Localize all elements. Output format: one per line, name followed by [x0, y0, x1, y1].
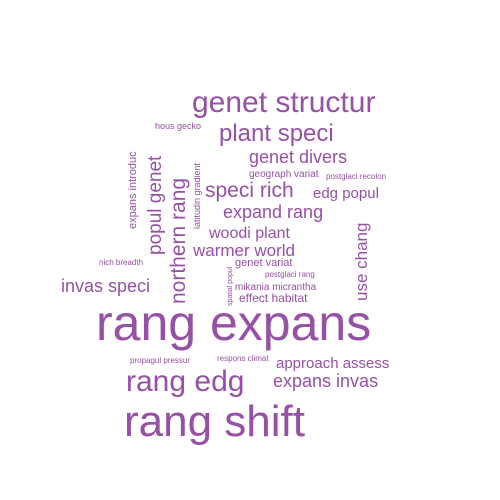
- word-edg-popul: edg popul: [313, 185, 379, 202]
- word-invas-speci: invas speci: [61, 276, 151, 296]
- word-genet-divers: genet divers: [249, 147, 348, 167]
- word-postglaci-recolon: postglaci recolon: [326, 172, 387, 181]
- word-woodi-plant: woodi plant: [209, 225, 290, 242]
- word-geograph-variat: geograph variat: [249, 169, 319, 180]
- word-genet-variat: genet variat: [235, 257, 293, 269]
- word-respons-climat: respons climat: [217, 354, 269, 363]
- word-expand-rang: expand rang: [223, 202, 324, 222]
- word-spatial-popul: spatial popul: [227, 266, 234, 306]
- word-use-chang: use chang: [352, 222, 371, 301]
- word-rang-expans: rang expans: [96, 295, 372, 351]
- word-rang-edg: rang edg: [126, 365, 245, 398]
- word-warmer-world: warmer world: [193, 241, 296, 260]
- word-mikania-micrantha: mikania micrantha: [235, 282, 317, 293]
- word-expans-invas: expans invas: [273, 371, 379, 391]
- word-plant-speci: plant speci: [219, 120, 334, 147]
- word-nich-breadth: nich breadth: [99, 258, 144, 267]
- word-latitudin-gradient: latitudin gradient: [192, 162, 202, 229]
- word-hous-gecko: hous gecko: [155, 121, 202, 131]
- word-propagul-pressur: propagul pressur: [130, 356, 191, 365]
- word-approach-assess: approach assess: [276, 355, 390, 372]
- word-effect-habitat: effect habitat: [239, 291, 308, 305]
- word-speci-rich: speci rich: [205, 179, 294, 202]
- word-expans-introduc: expans introduc: [127, 151, 139, 229]
- word-postglaci-rang: postglaci rang: [265, 270, 315, 279]
- word-rang-shift: rang shift: [124, 397, 305, 446]
- word-popul-genet: popul genet: [145, 155, 166, 255]
- word-northern-rang: northern rang: [167, 177, 190, 304]
- word-genet-structur: genet structur: [192, 86, 376, 119]
